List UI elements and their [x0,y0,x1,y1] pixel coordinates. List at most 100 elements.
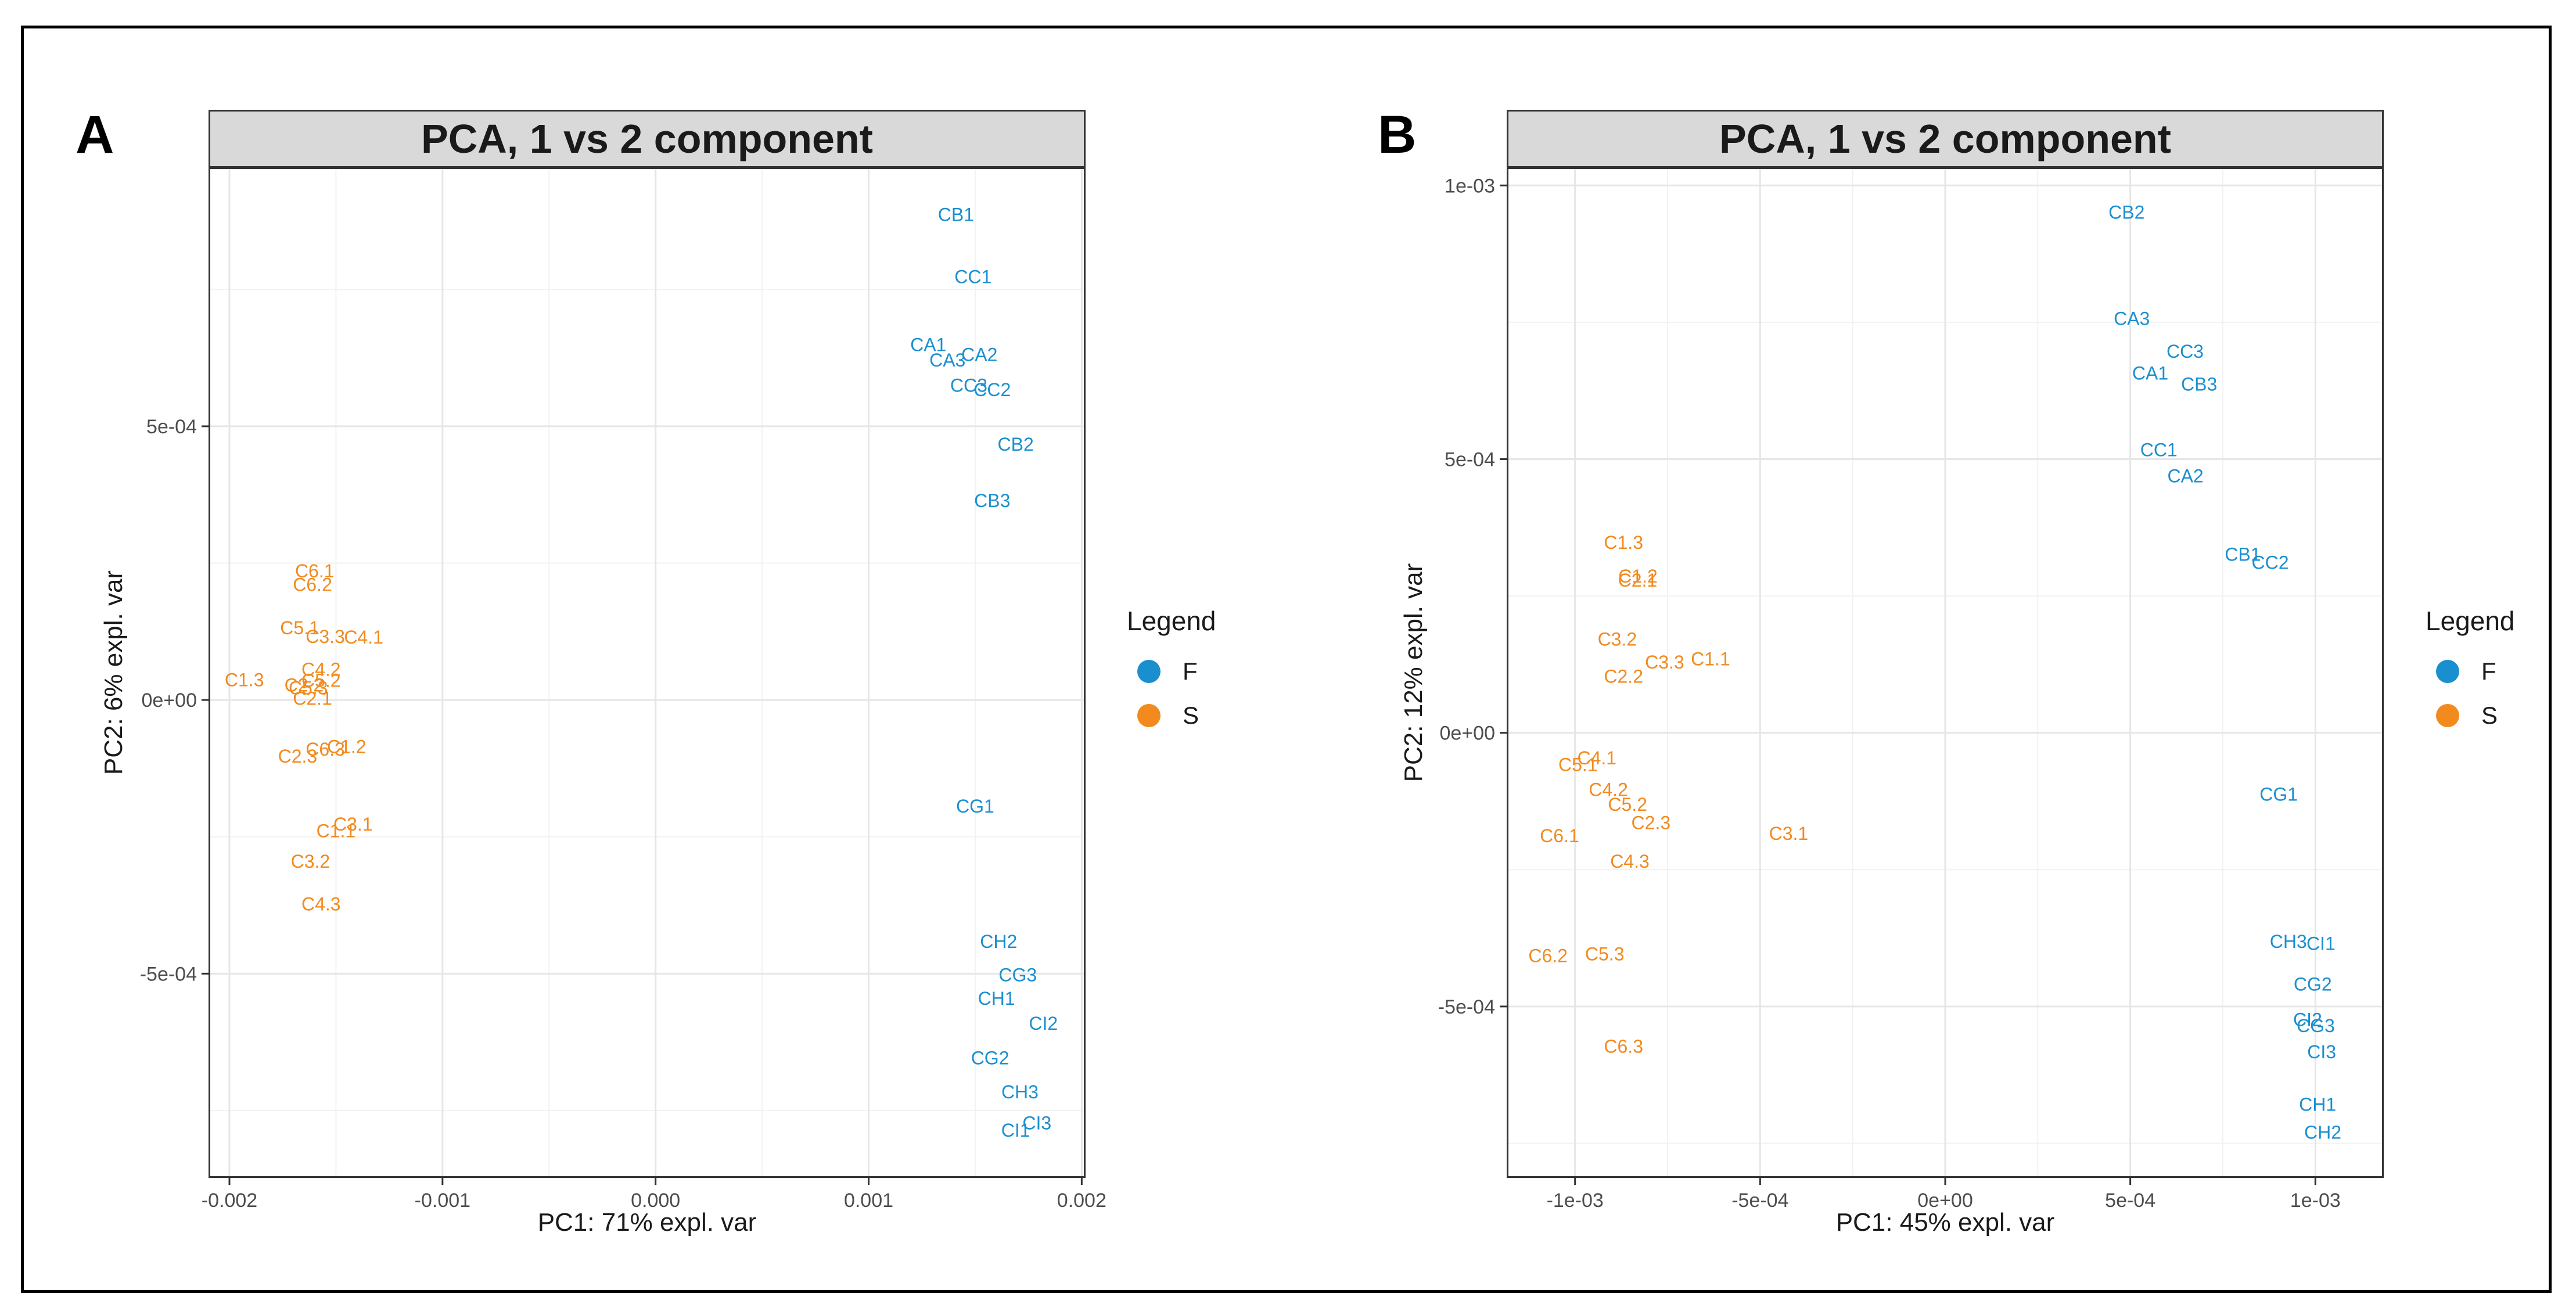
data-point-label: C6.2 [1528,945,1568,966]
panel-a-x-axis-title: PC1: 71% expl. var [537,1208,757,1237]
data-point-label: C2.1 [293,688,332,709]
data-point-label: CI1 [2306,933,2336,954]
legend-b-s-marker-icon [2436,704,2459,727]
legend-b: Legend F S [2426,605,2515,738]
data-point-label: C3.1 [1769,823,1809,844]
panel-b-x-axis-title: PC1: 45% expl. var [1835,1208,2055,1237]
panel-b-y-axis-title: PC2: 12% expl. var [1399,563,1428,782]
legend-a-s-label: S [1183,702,1199,729]
data-point-label: C4.3 [301,894,341,915]
data-point-label: C5.2 [301,670,341,691]
data-point-label: C6.1 [1540,825,1579,846]
data-point-label: C4.1 [344,627,383,648]
data-point-label: CI2 [2293,1009,2322,1030]
data-point-label: CG1 [956,796,994,817]
panel-b-title: PCA, 1 vs 2 component [1719,116,2171,161]
data-point-label: CH1 [2299,1094,2336,1115]
data-point-label: C1.2 [1618,566,1658,587]
data-point-label: C4.2 [301,659,341,680]
panel-b-title-strip: PCA, 1 vs 2 component [1507,110,2384,168]
data-point-label: C2.3 [278,746,318,767]
panel-a-plot-area: CB1 CC1 CA1 CA3 CA2 CC3 CC2 CB2 CB3 CG1 CH2 CG3 CH1 C… [209,167,1086,1178]
data-point-label: CH3 [1001,1082,1039,1102]
data-point-label: C5.1 [280,617,319,638]
panel-b-plot-area: CB2 CA3 CC3 CA1 CB3 CC1 CA2 CB1 CC2 CG1 CH3 CI1 CG2 C… [1507,167,2384,1178]
data-point-label: CG2 [971,1048,1009,1069]
panel-label-b: B [1378,105,1417,164]
legend-a-item-f: F [1127,649,1216,694]
data-point-label: C3.3 [1645,652,1684,673]
legend-a-f-label: F [1183,658,1198,685]
legend-a-f-marker-icon [1137,660,1161,683]
data-point-label: CG3 [998,964,1037,985]
data-point-label: C1.3 [1604,532,1643,553]
data-point-label: C6.3 [1604,1036,1643,1057]
data-point-label: C3.2 [291,851,330,872]
data-point-label: CB1 [2225,544,2261,565]
data-point-label: CI3 [2307,1041,2336,1062]
data-point-label: CC3 [950,375,987,396]
data-point-label: C1.3 [225,669,264,690]
data-point-label: CB3 [974,490,1010,511]
data-point-label: C6.2 [293,574,332,595]
data-point-label: CA3 [2114,308,2150,329]
data-point-label: C6.1 [295,561,335,581]
data-point-label: C3.2 [1598,629,1637,650]
data-point-label: CI3 [1022,1113,1051,1134]
data-point-label: CB3 [2181,373,2217,394]
legend-b-title: Legend [2426,606,2515,636]
data-point-label: CC1 [2140,440,2178,461]
data-point-label: CA3 [929,350,965,371]
legend-b-s-label: S [2481,702,2498,729]
data-point-label: C3.3 [306,626,345,647]
data-point-label: CH2 [2304,1122,2341,1143]
data-point-label: CC1 [954,267,991,288]
panel-a-title-strip: PCA, 1 vs 2 component [209,110,1086,168]
data-point-label: CG3 [2297,1015,2335,1036]
legend-a-item-s: S [1127,694,1216,738]
data-point-label: CH2 [980,931,1017,952]
figure-frame [21,26,2552,1293]
data-point-label: CH3 [2270,931,2307,952]
data-point-label: C2.2 [1604,666,1643,687]
legend-b-item-s: S [2426,694,2515,738]
data-point-label: C1.1 [317,820,356,841]
data-point-label: C5.3 [289,677,328,698]
data-point-label: CB2 [997,434,1033,455]
data-point-label: C5.1 [1558,754,1598,775]
legend-b-item-f: F [2426,649,2515,694]
data-point-label: CC2 [973,379,1011,400]
data-point-label: C2.2 [285,675,324,696]
panel-label-a: A [76,105,114,164]
data-point-label: CG2 [2294,973,2332,994]
data-point-label: CB1 [938,204,974,225]
data-point-label: C2.3 [1632,812,1671,833]
data-point-label: CA1 [910,335,946,355]
data-point-label: C5.2 [1608,794,1647,815]
legend-a: Legend F S [1127,605,1216,738]
data-point-label: CB2 [2108,202,2144,223]
data-point-label: CI1 [1001,1120,1030,1141]
data-point-label: CA1 [2132,363,2168,384]
data-point-label: C2.1 [1618,570,1658,591]
panel-a-title: PCA, 1 vs 2 component [421,116,873,161]
data-point-label: C4.3 [1610,851,1650,872]
legend-b-f-label: F [2481,658,2496,685]
data-point-label: CI2 [1029,1013,1058,1034]
data-point-label: C3.1 [333,814,373,835]
data-point-label: C4.2 [1589,779,1628,800]
data-point-label: C4.1 [1578,748,1617,768]
data-point-label: CG1 [2259,784,2298,804]
data-point-label: CC2 [2252,552,2289,573]
data-point-label: CA2 [961,344,997,365]
data-point-label: CC3 [2167,341,2204,362]
legend-a-title: Legend [1127,606,1216,636]
data-point-label: CA2 [2167,466,2203,487]
data-point-label: C6.3 [306,739,345,760]
legend-a-s-marker-icon [1137,704,1161,727]
data-point-label: CH1 [978,988,1015,1009]
data-point-label: C1.1 [1691,648,1730,669]
panel-a-y-axis-title: PC2: 6% expl. var [99,570,128,775]
